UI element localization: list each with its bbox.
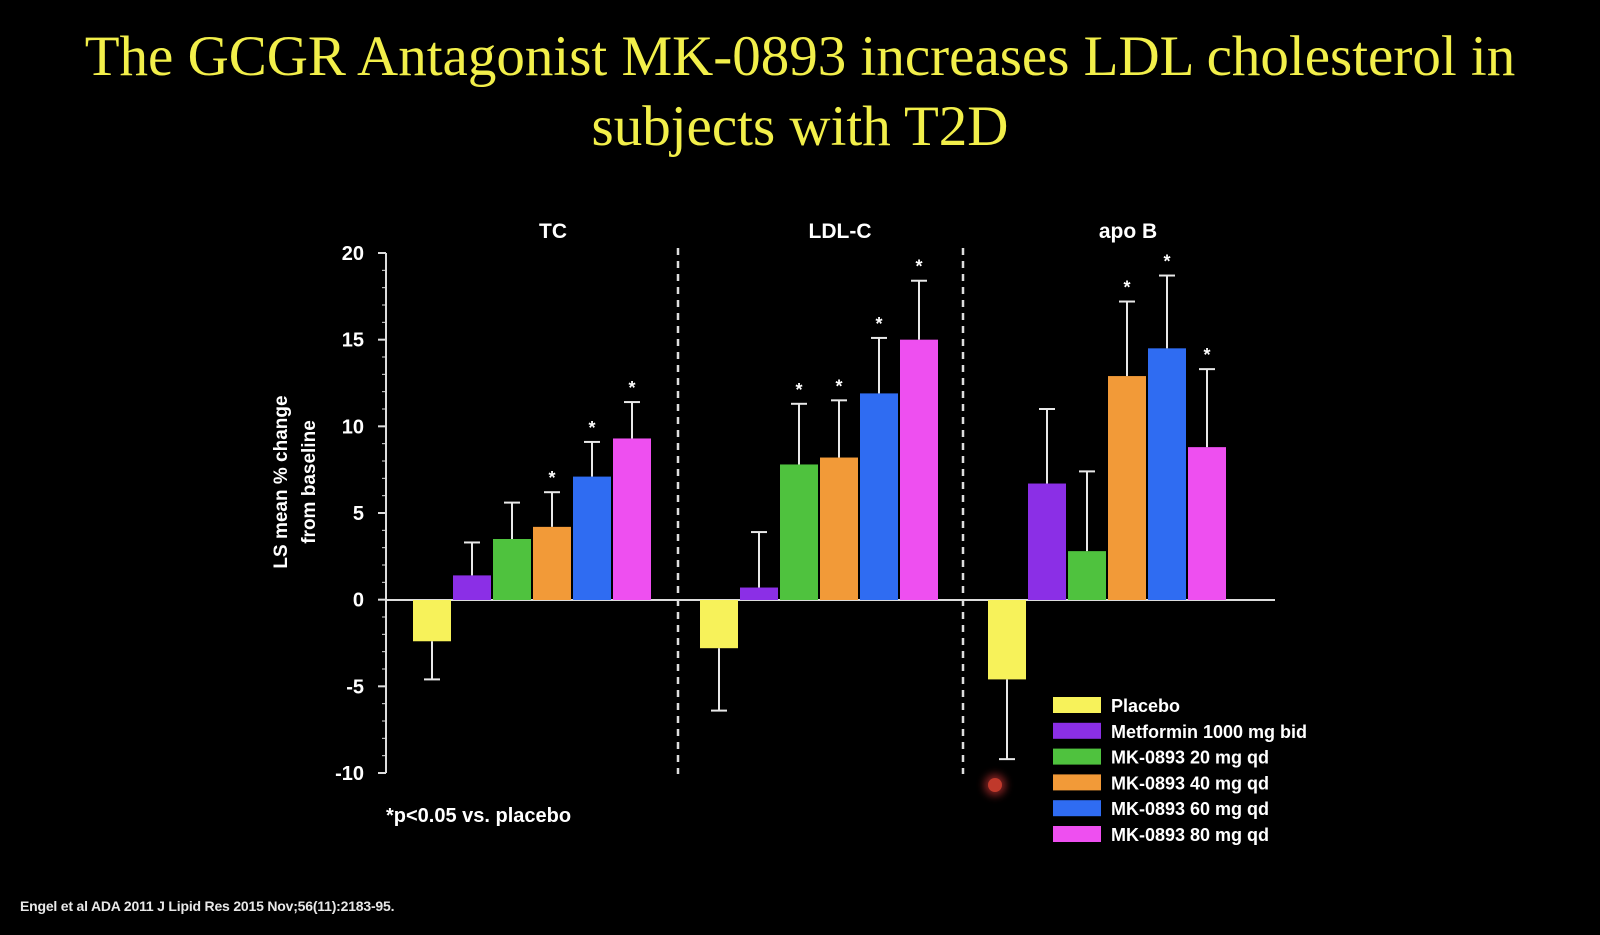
footnote: *p<0.05 vs. placebo — [386, 805, 571, 827]
significance-marker: * — [628, 378, 635, 398]
legend-label: Placebo — [1111, 696, 1180, 716]
bar — [700, 600, 738, 649]
bar — [988, 600, 1026, 680]
bar — [533, 526, 571, 600]
y-axis-title-line: LS mean % change — [271, 395, 292, 568]
bar — [493, 539, 531, 600]
y-axis-title-line: from baseline — [299, 420, 320, 544]
slide-title: The GCGR Antagonist MK-0893 increases LD… — [0, 22, 1600, 162]
legend-label: Metformin 1000 mg bid — [1111, 722, 1307, 742]
pointer-cursor-icon — [988, 778, 1002, 792]
significance-marker: * — [548, 468, 555, 488]
y-tick-label: 0 — [353, 590, 364, 612]
category-header: TC — [539, 220, 567, 243]
legend-label: MK-0893 20 mg qd — [1111, 748, 1269, 768]
bar — [1108, 376, 1146, 600]
y-tick-label: -5 — [346, 676, 364, 698]
bar — [573, 476, 611, 600]
legend-swatch — [1053, 774, 1101, 791]
significance-marker: * — [1123, 278, 1130, 298]
legend-swatch — [1053, 800, 1101, 817]
y-tick-label: -10 — [335, 763, 364, 785]
slide-title-line-1: The GCGR Antagonist MK-0893 increases LD… — [84, 25, 1516, 88]
bar — [820, 457, 858, 600]
significance-marker: * — [1203, 345, 1210, 365]
significance-marker: * — [875, 314, 882, 334]
significance-marker: * — [835, 376, 842, 396]
bar — [860, 393, 898, 600]
legend-swatch — [1053, 748, 1101, 765]
bar — [1068, 551, 1106, 600]
category-header: apo B — [1099, 220, 1157, 243]
category-header: LDL-C — [809, 220, 872, 243]
legend-swatch — [1053, 697, 1101, 713]
significance-marker: * — [795, 380, 802, 400]
bar — [1028, 483, 1066, 600]
bar — [740, 587, 778, 600]
legend-label: MK-0893 80 mg qd — [1111, 825, 1269, 845]
bar — [1148, 348, 1186, 600]
legend-label: MK-0893 60 mg qd — [1111, 799, 1269, 819]
y-tick-label: 10 — [342, 416, 364, 438]
bar — [900, 339, 938, 600]
significance-marker: * — [588, 418, 595, 438]
y-tick-label: 20 — [342, 243, 364, 265]
legend-swatch — [1053, 826, 1101, 842]
significance-marker: * — [915, 257, 922, 277]
significance-marker: * — [1163, 252, 1170, 272]
y-tick-label: 15 — [342, 330, 364, 352]
y-tick-label: 5 — [353, 503, 364, 525]
legend-swatch — [1053, 722, 1101, 739]
bar — [453, 575, 491, 600]
legend-label: MK-0893 40 mg qd — [1111, 773, 1269, 793]
bar — [780, 464, 818, 600]
citation: Engel et al ADA 2011 J Lipid Res 2015 No… — [20, 898, 395, 914]
bar — [413, 600, 451, 642]
bar — [1188, 447, 1226, 600]
bar — [613, 438, 651, 600]
slide-title-line-2: subjects with T2D — [591, 95, 1009, 158]
